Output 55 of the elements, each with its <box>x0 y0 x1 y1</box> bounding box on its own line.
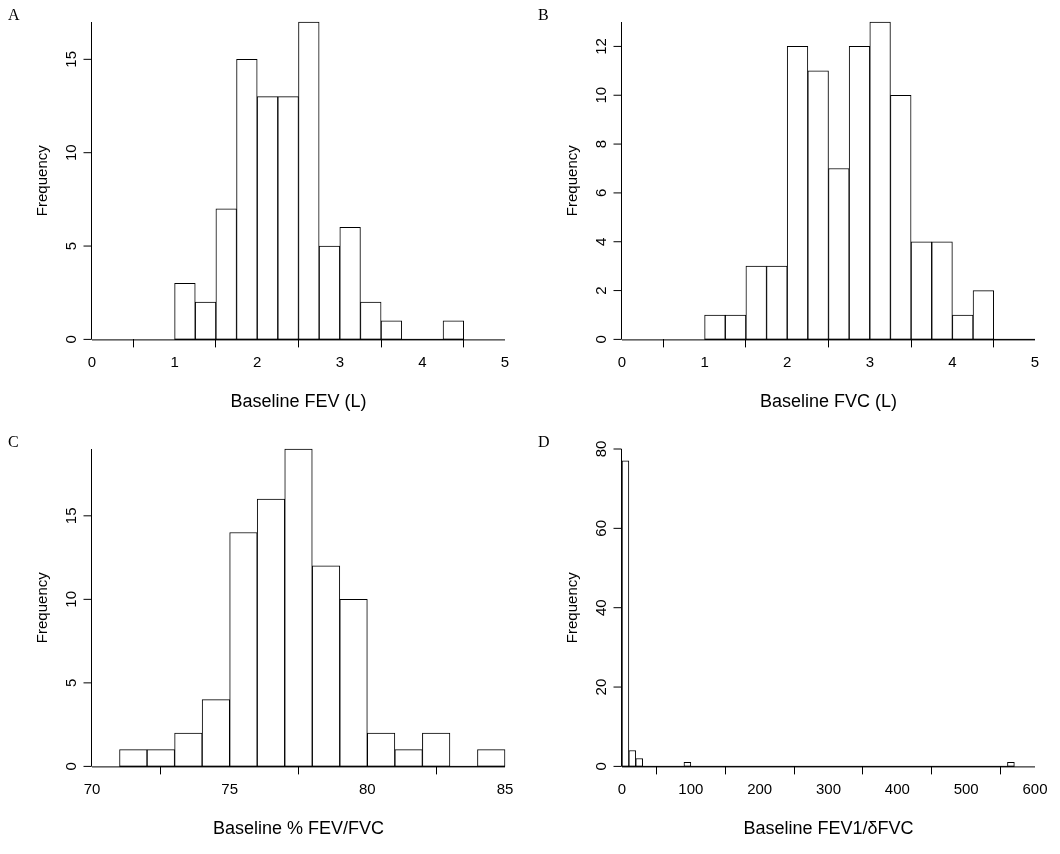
y-tick-label: 5 <box>62 678 80 688</box>
chart-title: A <box>8 6 20 24</box>
y-tick-label: 0 <box>62 762 80 771</box>
y-axis-title: Frequency <box>33 144 51 217</box>
x-tick-label: 0 <box>617 352 627 370</box>
x-tick-label: 4 <box>948 352 957 370</box>
x-tick-label: 3 <box>335 352 344 370</box>
x-tick-label: 75 <box>221 779 239 797</box>
y-tick-label: 40 <box>592 599 610 617</box>
x-tick-label: 85 <box>496 779 514 797</box>
x-tick-label: 500 <box>953 779 979 797</box>
y-tick-label: 10 <box>62 591 80 608</box>
y-axis-title: Frequency <box>33 571 51 644</box>
x-tick-label: 2 <box>253 352 262 370</box>
x-axis-title: Baseline FEV1/δFVC <box>743 818 914 839</box>
x-tick-label: 300 <box>815 779 842 797</box>
y-tick-label: 15 <box>62 507 80 525</box>
y-axis-title: Frequency <box>563 571 581 644</box>
x-tick-label: 80 <box>358 779 376 797</box>
y-tick-label: 15 <box>62 51 80 68</box>
y-tick-label: 0 <box>592 335 610 344</box>
y-tick-label: 10 <box>62 144 80 162</box>
chart-title: B <box>538 6 549 24</box>
x-tick-label: 2 <box>783 352 792 370</box>
x-tick-label: 4 <box>418 352 427 370</box>
chart-title: C <box>8 433 19 451</box>
x-tick-label: 0 <box>617 779 627 797</box>
x-tick-label: 1 <box>700 352 709 370</box>
x-tick-label: 600 <box>1022 779 1048 797</box>
y-tick-label: 4 <box>592 237 610 246</box>
y-tick-label: 10 <box>592 86 610 104</box>
y-tick-label: 20 <box>592 678 610 696</box>
x-tick-label: 0 <box>87 352 97 370</box>
y-tick-label: 6 <box>592 188 610 198</box>
y-tick-label: 60 <box>592 520 610 537</box>
y-tick-label: 5 <box>62 241 80 251</box>
x-tick-label: 3 <box>865 352 874 370</box>
y-tick-label: 0 <box>592 762 610 771</box>
y-tick-label: 2 <box>592 286 610 295</box>
y-tick-label: 8 <box>592 139 610 149</box>
x-tick-label: 5 <box>1030 352 1040 370</box>
y-tick-label: 0 <box>62 335 80 344</box>
x-tick-label: 5 <box>500 352 510 370</box>
x-tick-label: 400 <box>884 779 910 797</box>
x-axis-title: Baseline FVC (L) <box>759 391 898 412</box>
x-axis-title: Baseline FEV (L) <box>230 391 367 412</box>
x-tick-label: 70 <box>83 779 101 797</box>
x-tick-label: 200 <box>747 779 773 797</box>
chart-title: D <box>538 433 550 451</box>
y-tick-label: 80 <box>592 440 610 458</box>
y-tick-label: 12 <box>592 38 610 55</box>
y-axis-title: Frequency <box>563 144 581 217</box>
x-axis-title: Baseline % FEV/FVC <box>212 818 385 839</box>
x-tick-label: 100 <box>678 779 704 797</box>
x-tick-label: 1 <box>170 352 179 370</box>
